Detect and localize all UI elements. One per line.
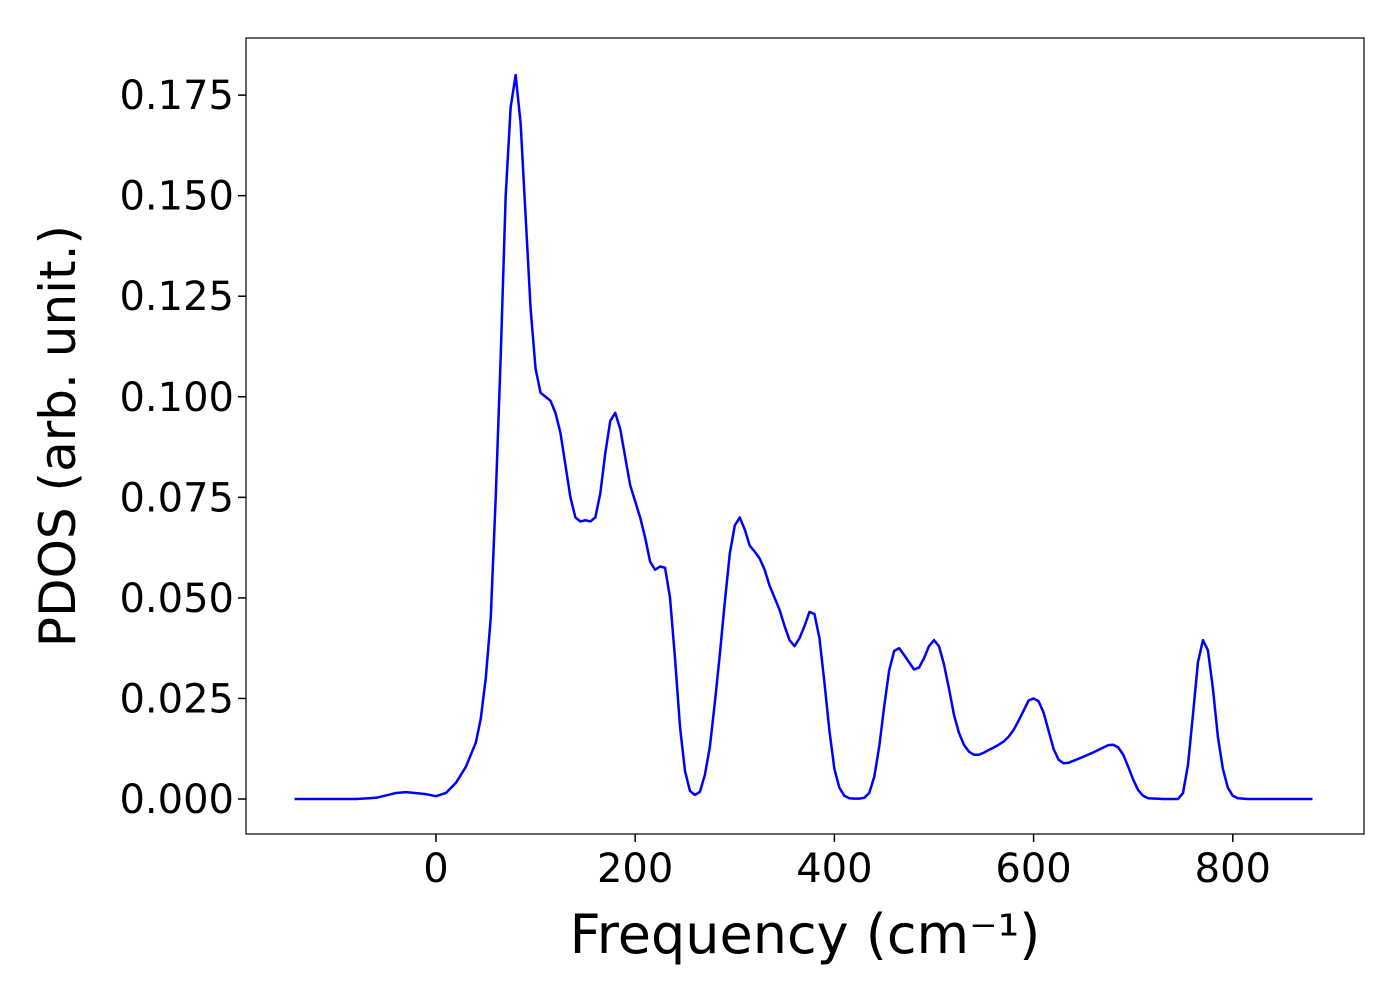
x-tick-label: 800	[1195, 846, 1271, 892]
y-tick-label: 0.000	[119, 777, 234, 823]
y-tick-label: 0.025	[119, 676, 234, 722]
y-tick-label: 0.075	[119, 475, 234, 521]
y-tick-label: 0.050	[119, 576, 234, 622]
y-axis-label: PDOS (arb. unit.)	[29, 225, 87, 647]
y-tick-label: 0.175	[119, 73, 234, 119]
x-tick-label: 0	[423, 846, 448, 892]
data-line	[294, 73, 1313, 801]
plot-frame	[245, 37, 1365, 835]
y-tick-label: 0.125	[119, 274, 234, 320]
x-axis-label: Frequency (cm⁻¹)	[570, 903, 1041, 966]
x-tick-label: 400	[796, 846, 872, 892]
y-tick-label: 0.150	[119, 174, 234, 220]
y-tick-label: 0.100	[119, 375, 234, 421]
x-tick-label: 200	[597, 846, 673, 892]
x-tick-label: 600	[995, 846, 1071, 892]
